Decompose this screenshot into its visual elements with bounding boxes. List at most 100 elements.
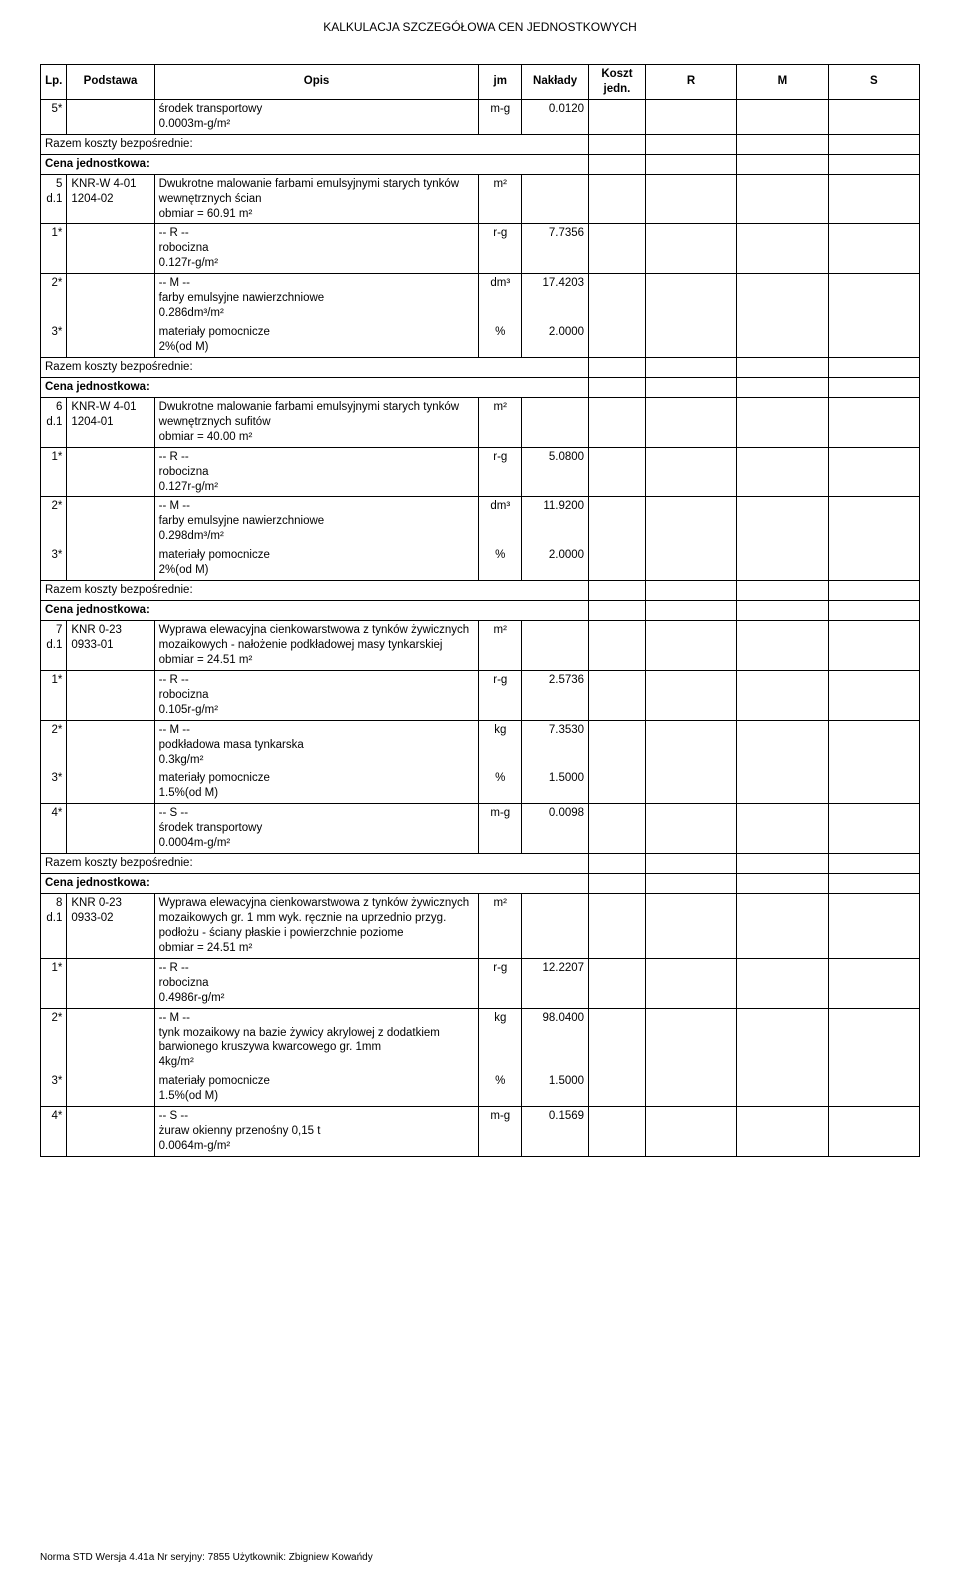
- cell-lp: 3*: [41, 546, 67, 580]
- hdr-koszt: Koszt jedn.: [589, 65, 646, 100]
- table-row: Razem koszty bezpośrednie:: [41, 581, 920, 601]
- cell-opis: Dwukrotne malowanie farbami emulsyjnymi …: [154, 397, 479, 447]
- hdr-s: S: [828, 65, 919, 100]
- cell-s: [828, 670, 919, 720]
- cell-nak: [522, 174, 589, 224]
- cell-podstawa: [67, 769, 154, 803]
- cell-s: [828, 397, 919, 447]
- cena-r: [645, 377, 736, 397]
- cell-podstawa: [67, 720, 154, 769]
- cell-s: [828, 174, 919, 224]
- cena-m: [737, 601, 828, 621]
- cell-m: [737, 804, 828, 854]
- cell-koszt: [589, 1107, 646, 1157]
- cell-r: [645, 1008, 736, 1072]
- cell-opis: -- R --robocizna0.127r-g/m²: [154, 447, 479, 497]
- razem-label: Razem koszty bezpośrednie:: [41, 854, 589, 874]
- cell-r: [645, 397, 736, 447]
- cell-jm: kg: [479, 1008, 522, 1072]
- cell-podstawa: KNR-W 4-011204-02: [67, 174, 154, 224]
- cena-s: [828, 154, 919, 174]
- cell-lp: 3*: [41, 769, 67, 803]
- cell-podstawa: [67, 1072, 154, 1106]
- cell-jm: m-g: [479, 1107, 522, 1157]
- cell-opis: materiały pomocnicze2%(od M): [154, 323, 479, 357]
- cell-jm: m²: [479, 174, 522, 224]
- cell-jm: %: [479, 546, 522, 580]
- razem-label: Razem koszty bezpośrednie:: [41, 134, 589, 154]
- cell-koszt: [589, 274, 646, 323]
- cell-m: [737, 397, 828, 447]
- cell-lp: 1*: [41, 224, 67, 274]
- cell-jm: r-g: [479, 670, 522, 720]
- cell-m: [737, 1008, 828, 1072]
- razem-koszt: [589, 854, 646, 874]
- cell-r: [645, 621, 736, 671]
- cell-s: [828, 1008, 919, 1072]
- cena-s: [828, 601, 919, 621]
- cena-r: [645, 874, 736, 894]
- cell-koszt: [589, 720, 646, 769]
- cell-podstawa: [67, 1008, 154, 1072]
- hdr-naklady: Nakłady: [522, 65, 589, 100]
- cell-jm: kg: [479, 720, 522, 769]
- cena-m: [737, 377, 828, 397]
- cell-opis: materiały pomocnicze1.5%(od M): [154, 1072, 479, 1106]
- cell-lp: 1*: [41, 958, 67, 1008]
- cell-opis: Dwukrotne malowanie farbami emulsyjnymi …: [154, 174, 479, 224]
- cell-podstawa: [67, 497, 154, 546]
- cell-s: [828, 99, 919, 134]
- cell-m: [737, 621, 828, 671]
- cell-s: [828, 769, 919, 803]
- cell-s: [828, 546, 919, 580]
- cell-s: [828, 1107, 919, 1157]
- cena-r: [645, 154, 736, 174]
- cell-nak: 2.0000: [522, 546, 589, 580]
- cell-nak: 12.2207: [522, 958, 589, 1008]
- cell-podstawa: [67, 224, 154, 274]
- cell-nak: 1.5000: [522, 769, 589, 803]
- table-row: 4*-- S --żuraw okienny przenośny 0,15 t0…: [41, 1107, 920, 1157]
- cell-nak: 1.5000: [522, 1072, 589, 1106]
- table-row: 3*materiały pomocnicze1.5%(od M)%1.5000: [41, 769, 920, 803]
- cell-podstawa: KNR 0-230933-02: [67, 894, 154, 959]
- cell-opis: -- M --farby emulsyjne nawierzchniowe0.2…: [154, 274, 479, 323]
- razem-koszt: [589, 581, 646, 601]
- cell-podstawa: KNR 0-230933-01: [67, 621, 154, 671]
- table-row: Cena jednostkowa:: [41, 154, 920, 174]
- cell-r: [645, 769, 736, 803]
- razem-m: [737, 854, 828, 874]
- cell-r: [645, 1107, 736, 1157]
- cell-m: [737, 769, 828, 803]
- table-row: Cena jednostkowa:: [41, 377, 920, 397]
- cell-m: [737, 894, 828, 959]
- cell-m: [737, 720, 828, 769]
- cell-nak: 98.0400: [522, 1008, 589, 1072]
- cell-nak: 17.4203: [522, 274, 589, 323]
- cell-jm: m²: [479, 894, 522, 959]
- razem-label: Razem koszty bezpośrednie:: [41, 357, 589, 377]
- cell-s: [828, 621, 919, 671]
- cell-lp: 4*: [41, 804, 67, 854]
- table-row: 3*materiały pomocnicze2%(od M)%2.0000: [41, 323, 920, 357]
- cell-koszt: [589, 323, 646, 357]
- cell-r: [645, 447, 736, 497]
- cell-podstawa: KNR-W 4-011204-01: [67, 397, 154, 447]
- cell-nak: 0.0120: [522, 99, 589, 134]
- cell-jm: dm³: [479, 274, 522, 323]
- cell-r: [645, 174, 736, 224]
- cena-koszt: [589, 874, 646, 894]
- table-row: 3*materiały pomocnicze2%(od M)%2.0000: [41, 546, 920, 580]
- cell-koszt: [589, 894, 646, 959]
- cell-s: [828, 274, 919, 323]
- hdr-jm: jm: [479, 65, 522, 100]
- table-row: 1*-- R --robocizna0.127r-g/m²r-g5.0800: [41, 447, 920, 497]
- table-row: 5d.1KNR-W 4-011204-02Dwukrotne malowanie…: [41, 174, 920, 224]
- razem-s: [828, 357, 919, 377]
- cell-jm: r-g: [479, 447, 522, 497]
- cell-lp: 5*: [41, 99, 67, 134]
- table-row: 2*-- M --tynk mozaikowy na bazie żywicy …: [41, 1008, 920, 1072]
- cell-r: [645, 1072, 736, 1106]
- cell-m: [737, 323, 828, 357]
- cell-jm: m²: [479, 621, 522, 671]
